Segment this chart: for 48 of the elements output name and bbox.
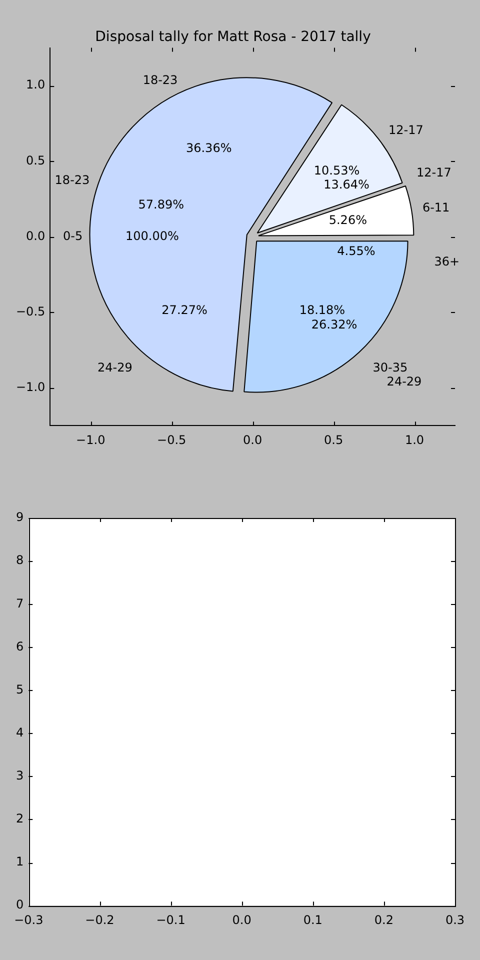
y-tick-label: 2 <box>16 812 24 826</box>
annotation: 36+ <box>434 254 460 269</box>
annotation: 0-5 <box>63 228 83 243</box>
x-tick-label: 0.2 <box>374 912 394 927</box>
data-label: 57.89% <box>138 197 184 212</box>
annotation: 24-29 <box>97 360 132 374</box>
chart-title: Disposal tally for Matt Rosa - 2017 tally <box>95 29 371 46</box>
y-tick-label: 4 <box>16 725 24 740</box>
slice-label: 24-29 <box>386 374 422 389</box>
y-tick-label: 7 <box>16 596 24 610</box>
slice-label: 12-17 <box>388 123 424 138</box>
slice-label: 18-23 <box>54 172 90 187</box>
y-tick-label: 0 <box>16 898 24 912</box>
y-tick-label: 1.0 <box>26 78 46 92</box>
y-tick-label: −1.0 <box>16 380 46 394</box>
data-label: 5.26% <box>328 212 367 227</box>
annotation: 36.36% <box>186 141 232 156</box>
y-tick-label: 0.0 <box>26 228 46 243</box>
x-tick-label: −0.2 <box>85 912 114 927</box>
annotation: 27.27% <box>162 302 208 317</box>
y-tick-label: 5 <box>16 682 24 696</box>
annotation: 13.64% <box>324 177 370 192</box>
annotation: 18.18% <box>299 302 346 317</box>
x-tick-label: −0.5 <box>157 432 186 447</box>
annotation: 18-23 <box>142 73 178 88</box>
y-tick-label: −0.5 <box>16 304 46 318</box>
x-tick-label: −0.3 <box>14 912 44 927</box>
x-tick-label: 0.3 <box>445 912 465 927</box>
data-label: 26.32% <box>311 318 358 332</box>
y-tick-label: 8 <box>16 553 24 568</box>
x-tick-label: −1.0 <box>76 432 106 447</box>
annotation: 30-35 <box>372 360 408 374</box>
x-tick-label: 0.1 <box>303 912 322 927</box>
annotation: 100.00% <box>125 228 179 243</box>
annotation: 4.55% <box>337 244 376 258</box>
x-tick-label: 0.0 <box>232 912 252 927</box>
x-tick-label: −0.1 <box>156 912 186 927</box>
y-tick-label: 9 <box>16 510 24 524</box>
y-tick-label: 1 <box>16 854 24 869</box>
y-tick-label: 0.5 <box>26 153 46 168</box>
y-tick-label: 6 <box>16 639 24 654</box>
slice-label: 6-11 <box>422 200 450 214</box>
y-tick-label: 3 <box>16 768 24 783</box>
data-label: 10.53% <box>314 163 360 178</box>
x-tick-label: 0.5 <box>324 432 344 447</box>
x-tick-label: 0.0 <box>243 432 262 447</box>
annotation: 12-17 <box>416 165 452 180</box>
x-tick-label: 1.0 <box>404 432 424 447</box>
